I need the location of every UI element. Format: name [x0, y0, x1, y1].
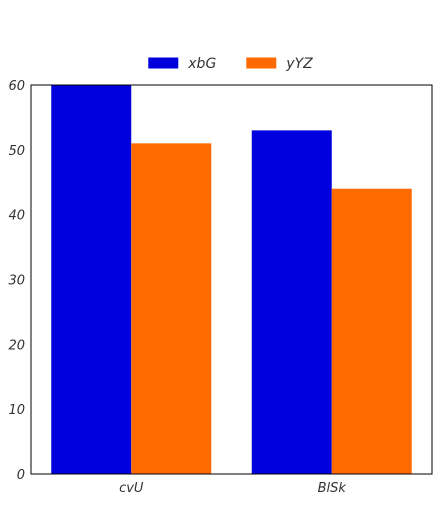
legend-swatch-yYZ: [246, 57, 277, 69]
x-tick-label: BlSk: [318, 481, 347, 496]
y-tick-label: 40: [8, 209, 25, 224]
y-axis: 0 10 20 30 40 50 60: [8, 79, 25, 483]
x-tick-label: cvU: [119, 481, 144, 496]
bar-yYZ-cvU: [131, 143, 212, 474]
legend-label: xbG: [187, 56, 216, 72]
bar-yYZ-BlSk: [331, 188, 412, 474]
bars-group: [51, 85, 412, 474]
legend-label: yYZ: [285, 56, 313, 72]
y-tick-label: 20: [8, 338, 25, 353]
legend: xbG yYZ: [148, 56, 313, 72]
y-tick-label: 10: [8, 403, 25, 418]
y-tick-label: 50: [8, 144, 25, 159]
bar-xbG-cvU: [51, 85, 132, 474]
x-axis: cvU BlSk: [119, 481, 346, 496]
y-tick-label: 30: [8, 274, 25, 289]
bar-xbG-BlSk: [251, 130, 332, 474]
y-tick-label: 0: [17, 468, 25, 483]
y-tick-label: 60: [8, 79, 25, 94]
plot-frame: [30, 84, 433, 475]
legend-swatch-xbG: [148, 57, 179, 69]
